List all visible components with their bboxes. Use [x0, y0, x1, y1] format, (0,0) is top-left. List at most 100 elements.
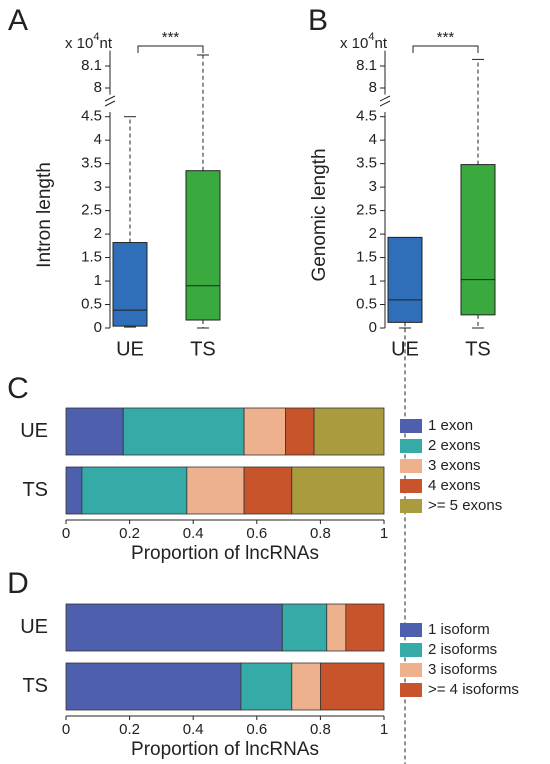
panel-letter: B — [308, 4, 328, 37]
x-tick-label: 0.4 — [183, 525, 204, 542]
box — [112, 242, 148, 327]
category-label: UE — [20, 420, 48, 442]
bar-segment — [65, 466, 83, 515]
legend-label: 2 exons — [428, 437, 481, 454]
x-tick-label: 0.6 — [246, 525, 267, 542]
unit-text: nt — [99, 35, 112, 52]
legend-label: 1 isoform — [428, 621, 490, 638]
legend-swatch — [400, 479, 422, 493]
legend-label: 3 isoforms — [428, 661, 497, 678]
unit-label: x 104nt — [65, 31, 113, 52]
legend-label: 2 isoforms — [428, 641, 497, 658]
y-axis-label: Genomic length — [309, 148, 330, 281]
box — [460, 164, 496, 316]
bar-segment — [313, 407, 385, 456]
bar-segment — [291, 466, 385, 515]
axis-break — [104, 95, 116, 102]
y-tick-label: 4.5 — [356, 108, 377, 125]
legend-label: 3 exons — [428, 457, 481, 474]
panel-letter: C — [7, 372, 29, 405]
box — [185, 170, 221, 321]
y-tick-label: 0 — [94, 319, 102, 336]
legend-swatch — [400, 459, 422, 473]
bar-segment — [345, 603, 385, 652]
bar-segment — [65, 603, 283, 652]
bar-segment — [81, 466, 188, 515]
x-tick-label: 0.8 — [310, 721, 331, 738]
category-label: UE — [20, 616, 48, 638]
legend-swatch — [400, 663, 422, 677]
legend-label: >= 5 exons — [428, 497, 502, 514]
bar-segment — [243, 407, 286, 456]
x-tick-label: 0 — [62, 721, 70, 738]
category-label: TS — [22, 479, 48, 501]
legend-swatch — [400, 499, 422, 513]
legend-swatch — [400, 683, 422, 697]
x-axis-label: Proportion of lncRNAs — [131, 543, 319, 564]
y-tick-label: 4 — [369, 131, 377, 148]
unit-label: x 104nt — [340, 31, 388, 52]
x-tick-label: 0.2 — [119, 525, 140, 542]
legend-swatch — [400, 643, 422, 657]
y-tick-label: 2 — [369, 225, 377, 242]
x-axis-label: Proportion of lncRNAs — [131, 739, 319, 760]
x-tick-label: UE — [116, 338, 144, 360]
y-tick-label: 1 — [94, 272, 102, 289]
bar-segment — [285, 407, 315, 456]
bar-segment — [122, 407, 245, 456]
x-tick-label: 0.6 — [246, 721, 267, 738]
x-tick-label: UE — [391, 338, 419, 360]
y-tick-label: 8 — [94, 79, 102, 96]
x-tick-label: 0.8 — [310, 525, 331, 542]
bar-segment — [326, 603, 347, 652]
y-tick-label: 2.5 — [356, 202, 377, 219]
unit-exponent: 4 — [93, 31, 99, 43]
y-tick-label: 4 — [94, 131, 102, 148]
y-tick-label: 0.5 — [356, 295, 377, 312]
y-tick-label: 2 — [94, 225, 102, 242]
x-tick-label: 0.2 — [119, 721, 140, 738]
legend-swatch — [400, 623, 422, 637]
y-tick-label: 1.5 — [356, 249, 377, 266]
x-tick-label: TS — [465, 338, 491, 360]
legend-label: 4 exons — [428, 477, 481, 494]
x-tick-label: 0.4 — [183, 721, 204, 738]
y-tick-label: 4.5 — [81, 108, 102, 125]
y-tick-label: 8.1 — [356, 57, 377, 74]
legend-label: 1 exon — [428, 417, 473, 434]
unit-exponent: 4 — [368, 31, 374, 43]
axis-break — [379, 95, 391, 102]
significance-bracket — [412, 45, 479, 53]
y-tick-label: 3 — [369, 178, 377, 195]
legend-swatch — [400, 439, 422, 453]
y-tick-label: 3.5 — [356, 155, 377, 172]
significance: *** — [162, 29, 180, 46]
legend-swatch — [400, 419, 422, 433]
y-tick-label: 3 — [94, 178, 102, 195]
bar-segment — [65, 407, 124, 456]
panel-letter: A — [8, 4, 28, 37]
x-tick-label: TS — [190, 338, 216, 360]
box — [387, 236, 423, 323]
y-tick-label: 1.5 — [81, 249, 102, 266]
significance-bracket — [137, 45, 204, 53]
bar-segment — [243, 466, 293, 515]
axis-break — [104, 100, 116, 107]
significance: *** — [437, 29, 455, 46]
y-tick-label: 0.5 — [81, 295, 102, 312]
x-tick-label: 0 — [62, 525, 70, 542]
y-tick-label: 2.5 — [81, 202, 102, 219]
x-tick-label: 1 — [380, 721, 388, 738]
category-label: TS — [22, 675, 48, 697]
x-tick-label: 1 — [380, 525, 388, 542]
axis-break — [379, 100, 391, 107]
y-tick-label: 8 — [369, 79, 377, 96]
bar-segment — [65, 662, 242, 711]
y-tick-label: 8.1 — [81, 57, 102, 74]
bar-segment — [291, 662, 321, 711]
bar-segment — [281, 603, 328, 652]
y-axis-label: Intron length — [34, 162, 55, 268]
unit-text: nt — [374, 35, 387, 52]
panel-letter: D — [7, 567, 29, 600]
